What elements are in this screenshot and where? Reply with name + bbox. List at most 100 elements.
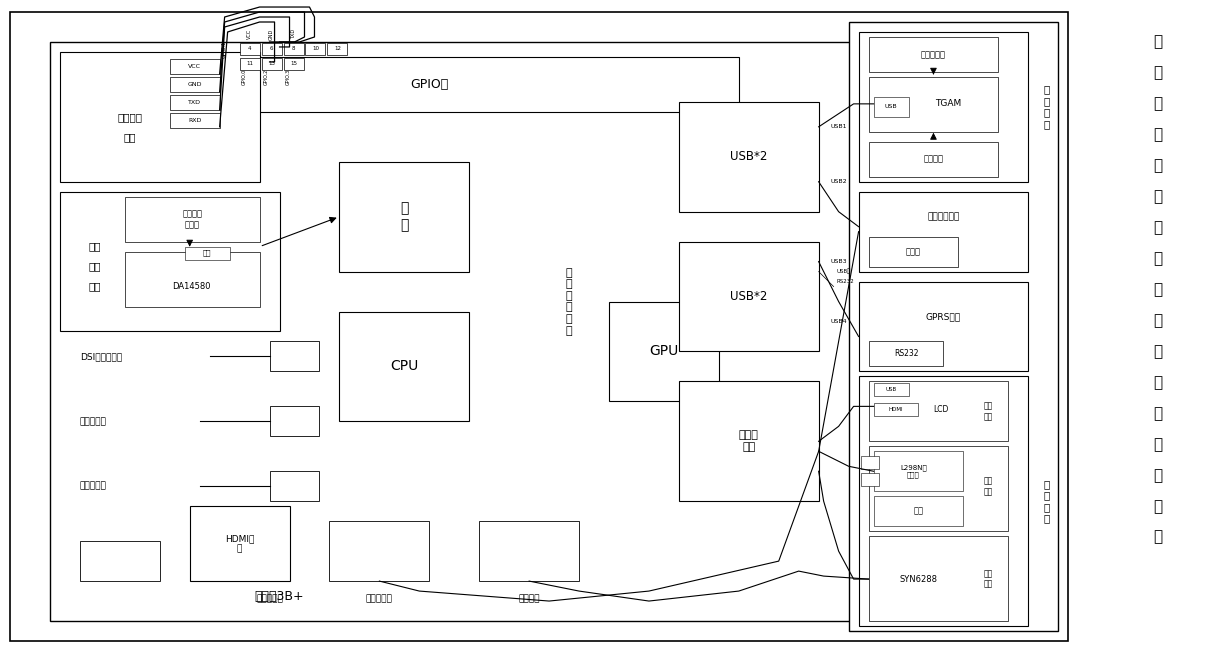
Text: GPU: GPU (649, 345, 678, 358)
Bar (859, 376, 1028, 626)
Text: USB转: USB转 (837, 269, 851, 274)
Text: 驶: 驶 (1153, 313, 1163, 328)
Text: 摄像头: 摄像头 (906, 247, 921, 256)
Text: 莓: 莓 (1153, 127, 1163, 142)
Bar (873, 383, 909, 396)
Bar (861, 473, 878, 486)
Text: SYN6288: SYN6288 (899, 575, 938, 584)
Bar (873, 496, 963, 526)
Text: USB1: USB1 (831, 124, 848, 129)
Text: 蓝
牙: 蓝 牙 (401, 202, 408, 232)
Text: 12: 12 (334, 46, 341, 52)
Text: 劳: 劳 (1153, 406, 1163, 421)
Text: 测: 测 (1153, 468, 1163, 483)
Text: 振动
模块: 振动 模块 (984, 477, 993, 496)
Bar (861, 456, 878, 470)
Text: USB*2: USB*2 (730, 150, 767, 163)
Bar (10, 12, 1068, 641)
Text: TGAM: TGAM (935, 99, 961, 108)
Text: 心率: 心率 (89, 242, 101, 251)
Text: 摄像头接口: 摄像头接口 (365, 594, 393, 603)
Text: 电源指示灯: 电源指示灯 (256, 594, 283, 603)
Bar (328, 43, 347, 55)
Text: L298N稳
压电路: L298N稳 压电路 (900, 464, 927, 479)
Bar (868, 536, 1009, 621)
Text: 以太网
接口: 以太网 接口 (739, 430, 759, 452)
Bar (80, 541, 160, 581)
Text: HDMI接
口: HDMI接 口 (225, 534, 255, 553)
Text: 采集: 采集 (89, 262, 101, 272)
Text: 10: 10 (312, 46, 319, 52)
Text: LCD: LCD (933, 405, 948, 414)
Text: GPIO口: GPIO口 (410, 78, 448, 91)
Text: 检: 检 (1153, 437, 1163, 452)
Text: 模块: 模块 (89, 281, 101, 292)
Bar (873, 404, 918, 417)
Text: 语音
模块: 语音 模块 (984, 569, 993, 589)
Bar (859, 192, 1028, 272)
Text: 车: 车 (1153, 220, 1163, 235)
Bar (868, 381, 1009, 441)
Bar (60, 52, 259, 182)
Text: USB2: USB2 (831, 179, 848, 184)
Text: VCC: VCC (188, 64, 201, 69)
Text: 11: 11 (246, 61, 253, 67)
Text: 15: 15 (290, 61, 297, 67)
Text: 基: 基 (1153, 35, 1163, 50)
Bar (678, 242, 818, 351)
Text: 显示
模块: 显示 模块 (984, 402, 993, 421)
Text: GPRS模块: GPRS模块 (926, 312, 961, 321)
Bar (859, 281, 1028, 372)
Text: HDMI: HDMI (889, 407, 904, 412)
Bar (185, 247, 230, 260)
Text: RXD: RXD (188, 118, 201, 123)
Text: 电源指示灯: 电源指示灯 (80, 482, 107, 491)
Bar (240, 58, 259, 70)
Text: 载: 载 (1153, 251, 1163, 266)
Bar (169, 59, 219, 74)
Text: 统: 统 (1153, 530, 1163, 545)
Text: 树莓派3B+: 树莓派3B+ (255, 590, 304, 603)
Bar (240, 43, 259, 55)
Bar (678, 381, 818, 502)
Bar (849, 22, 1058, 631)
Text: GPIO.3: GPIO.3 (286, 69, 291, 85)
Text: USB3: USB3 (831, 259, 848, 264)
Text: GPIO.1: GPIO.1 (222, 40, 227, 57)
Text: RS232: RS232 (894, 349, 918, 358)
Text: 脑
电
模
块: 脑 电 模 块 (1044, 84, 1050, 129)
Text: 派: 派 (1153, 158, 1163, 173)
Bar (269, 471, 319, 502)
Text: USB*2: USB*2 (730, 290, 767, 303)
Text: CPU: CPU (390, 359, 419, 374)
Bar (340, 311, 469, 421)
Bar (479, 521, 579, 581)
Text: 控
制
处
理
模
块: 控 制 处 理 模 块 (565, 268, 572, 336)
Bar (868, 342, 944, 366)
Bar (329, 521, 429, 581)
Text: DSI显示连接器: DSI显示连接器 (80, 352, 122, 361)
Text: TXD: TXD (291, 29, 296, 39)
Text: 驾: 驾 (1153, 282, 1163, 297)
Bar (269, 406, 319, 436)
Text: 耳夹电极: 耳夹电极 (923, 155, 944, 164)
Text: 于: 于 (1153, 65, 1163, 80)
Text: 系: 系 (1153, 499, 1163, 514)
Text: 13: 13 (268, 61, 275, 67)
Bar (284, 58, 303, 70)
Text: 6: 6 (270, 46, 273, 52)
Text: DA14580: DA14580 (173, 282, 211, 291)
Text: RS232: RS232 (837, 279, 854, 284)
Bar (306, 43, 325, 55)
Text: 疲: 疲 (1153, 375, 1163, 390)
Bar (868, 77, 999, 132)
Bar (269, 342, 319, 372)
Bar (868, 37, 999, 72)
Text: USB: USB (885, 387, 896, 392)
Bar (190, 506, 290, 581)
Text: 4: 4 (247, 46, 251, 52)
Text: 的: 的 (1153, 189, 1163, 204)
Text: 树: 树 (1153, 97, 1163, 112)
Text: 模块: 模块 (123, 132, 136, 142)
Bar (678, 102, 818, 212)
